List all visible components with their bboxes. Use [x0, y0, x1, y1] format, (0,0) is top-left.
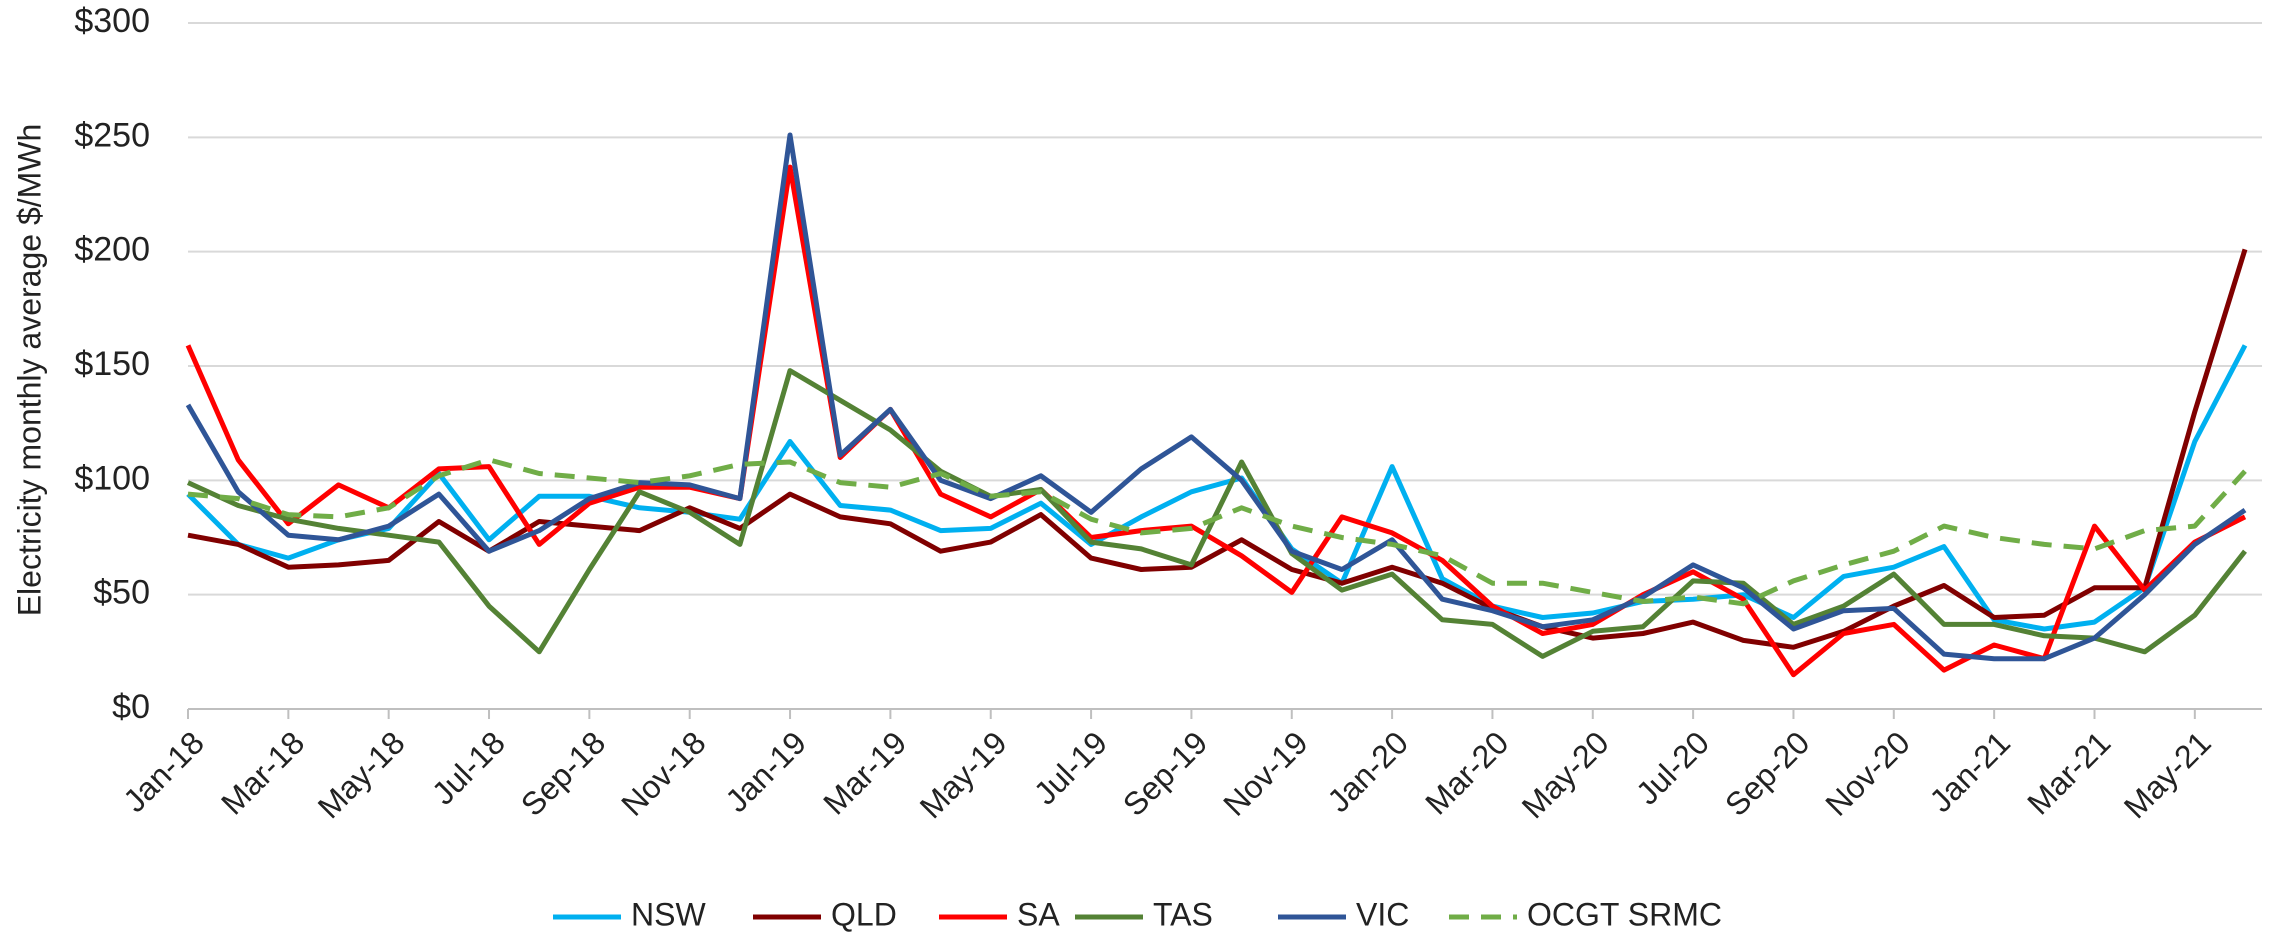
x-tick-label: Jan-21: [1922, 724, 2017, 819]
legend-label: QLD: [831, 896, 897, 932]
legend-label: SA: [1017, 896, 1060, 932]
legend-label: OCGT SRMC: [1527, 896, 1722, 932]
x-tick-label: Nov-19: [1216, 724, 1314, 822]
x-tick-label: Sep-20: [1718, 724, 1816, 822]
x-tick-label: Jan-19: [718, 724, 813, 819]
legend-label: TAS: [1153, 896, 1213, 932]
y-tick-label: $50: [93, 574, 150, 612]
x-tick-label: Mar-20: [1418, 724, 1515, 821]
series-line: [185, 164, 2247, 678]
x-tick-label: Sep-19: [1116, 724, 1214, 822]
x-tick-label: May-21: [2117, 724, 2218, 825]
series-line: [186, 344, 2248, 632]
series-line: [186, 368, 2247, 659]
series-line: [185, 132, 2247, 662]
y-tick-label: $200: [74, 231, 150, 269]
legend-label: NSW: [631, 896, 706, 932]
y-tick-label: $0: [112, 688, 150, 726]
x-tick-label: May-20: [1515, 724, 1616, 825]
series-line: [187, 248, 2248, 650]
x-tick-label: Mar-18: [214, 724, 311, 821]
x-tick-label: Mar-21: [2020, 724, 2117, 821]
y-tick-label: $100: [74, 459, 150, 497]
x-tick-label: May-19: [913, 724, 1014, 825]
x-tick-label: Jul-19: [1027, 724, 1114, 811]
x-tick-label: May-18: [311, 724, 412, 825]
legend-label: VIC: [1356, 896, 1409, 932]
x-tick-label: Mar-19: [816, 724, 913, 821]
y-axis-title: Electricity monthly average $/MWh: [11, 124, 47, 617]
x-tick-label: Jan-20: [1320, 724, 1415, 819]
x-tick-label: Sep-18: [514, 724, 612, 822]
y-tick-label: $250: [74, 116, 150, 154]
x-tick-label: Jul-18: [425, 724, 512, 811]
y-tick-label: $150: [74, 345, 150, 383]
y-tick-label: $300: [74, 2, 150, 40]
x-tick-label: Jan-18: [116, 724, 211, 819]
x-tick-label: Nov-20: [1818, 724, 1916, 822]
series-line: [187, 457, 2247, 607]
x-tick-label: Jul-20: [1629, 724, 1716, 811]
x-tick-label: Nov-18: [614, 724, 712, 822]
